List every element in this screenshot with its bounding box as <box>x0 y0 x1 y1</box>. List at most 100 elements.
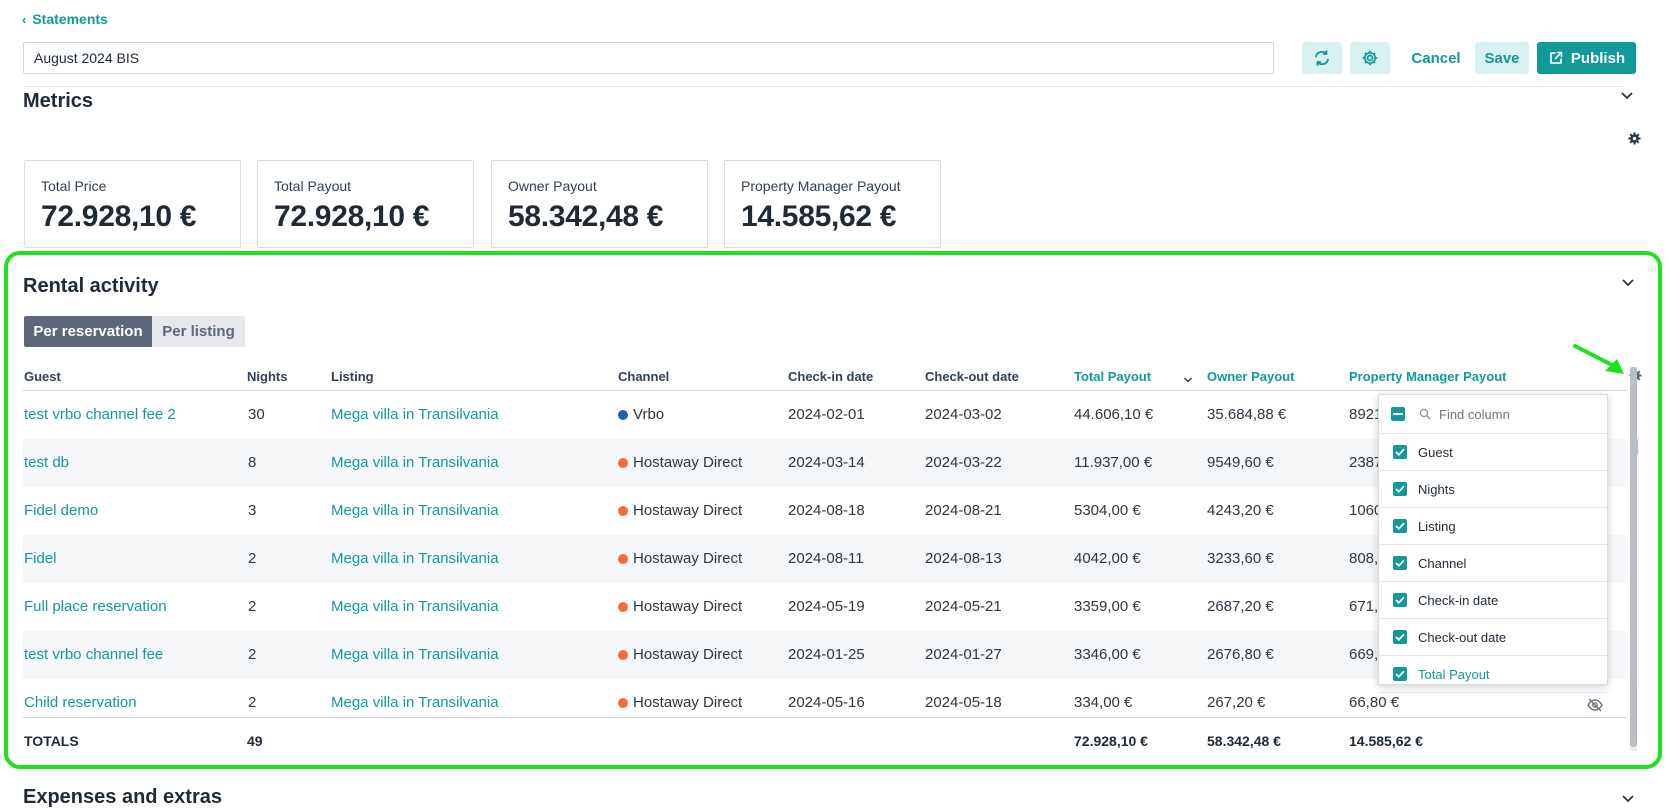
channel-dot-icon <box>618 602 628 612</box>
channel-label: Hostaway Direct <box>633 598 743 615</box>
check-icon <box>1395 485 1405 493</box>
eye-off-icon[interactable] <box>1587 698 1603 717</box>
table-row <box>23 535 1626 583</box>
col-header-total-payout[interactable]: Total Payout <box>1074 369 1152 384</box>
checkbox[interactable] <box>1393 556 1407 570</box>
cell-guest[interactable]: Child reservation <box>24 694 137 711</box>
search-icon <box>1419 408 1431 420</box>
check-icon <box>1395 559 1405 567</box>
cell-checkout: 2024-05-21 <box>925 598 1002 615</box>
sort-chevron-icon[interactable] <box>1183 371 1193 389</box>
checkbox[interactable] <box>1393 630 1407 644</box>
chevron-left-icon: ‹ <box>22 11 27 27</box>
page-scroll-thumb[interactable] <box>1630 367 1637 747</box>
table-row <box>23 439 1626 487</box>
cell-listing[interactable]: Mega villa in Transilvania <box>331 406 499 423</box>
col-header-nights[interactable]: Nights <box>247 369 288 384</box>
checkbox[interactable] <box>1393 519 1407 533</box>
col-header-listing[interactable]: Listing <box>331 369 374 384</box>
cell-checkin: 2024-08-11 <box>788 550 864 567</box>
cell-nights: 3 <box>248 502 257 519</box>
cell-listing[interactable]: Mega villa in Transilvania <box>331 502 499 519</box>
column-picker-item[interactable]: Guest <box>1379 434 1607 471</box>
checkbox[interactable] <box>1393 482 1407 496</box>
column-picker-item[interactable]: Nights <box>1379 471 1607 508</box>
cell-guest[interactable]: test vrbo channel fee <box>24 646 164 663</box>
cell-guest[interactable]: Full place reservation <box>24 598 167 615</box>
statement-title-input[interactable] <box>23 42 1274 74</box>
col-header-pm-payout[interactable]: Property Manager Payout <box>1349 369 1507 384</box>
channel-label: Vrbo <box>633 406 665 423</box>
cell-total-payout: 5304,00 € <box>1074 502 1141 519</box>
column-picker-item[interactable]: Check-in date <box>1379 582 1607 619</box>
header-divider <box>23 86 1623 87</box>
col-header-checkin[interactable]: Check-in date <box>788 369 874 384</box>
cell-total-payout: 11.937,00 € <box>1074 454 1153 471</box>
cell-channel: Vrbo <box>618 406 664 423</box>
gear-icon <box>1362 50 1378 66</box>
chevron-down-icon[interactable] <box>1620 88 1634 104</box>
chevron-down-icon[interactable] <box>1621 275 1635 291</box>
cell-listing[interactable]: Mega villa in Transilvania <box>331 598 499 615</box>
metrics-settings-icon[interactable] <box>1628 132 1641 150</box>
cell-owner-payout: 4243,20 € <box>1207 502 1274 519</box>
cell-total-payout: 3346,00 € <box>1074 646 1141 663</box>
back-link[interactable]: ‹ Statements <box>22 11 108 27</box>
cancel-button[interactable]: Cancel <box>1411 49 1461 67</box>
cell-checkin: 2024-01-25 <box>788 646 865 663</box>
totals-rule <box>23 717 1626 718</box>
column-picker-item[interactable]: Listing <box>1379 508 1607 545</box>
col-header-channel[interactable]: Channel <box>618 369 670 384</box>
col-header-checkout[interactable]: Check-out date <box>925 369 1019 384</box>
publish-button[interactable]: Publish <box>1537 42 1636 74</box>
cell-listing[interactable]: Mega villa in Transilvania <box>331 694 499 711</box>
settings-button[interactable] <box>1350 42 1390 74</box>
save-button[interactable]: Save <box>1475 42 1529 74</box>
cell-guest[interactable]: Fidel demo <box>24 502 99 519</box>
select-all-checkbox[interactable] <box>1391 407 1405 421</box>
cell-guest[interactable]: test vrbo channel fee 2 <box>24 406 176 423</box>
cell-total-payout: 4042,00 € <box>1074 550 1141 567</box>
metric-value: 72.928,10 € <box>274 200 430 233</box>
column-picker-item[interactable]: Channel <box>1379 545 1607 582</box>
checkbox[interactable] <box>1393 667 1407 681</box>
toggle-per-listing[interactable]: Per listing <box>152 316 245 347</box>
metric-value: 58.342,48 € <box>508 200 664 233</box>
metric-label: Total Price <box>41 178 107 194</box>
col-header-owner-payout[interactable]: Owner Payout <box>1207 369 1295 384</box>
page-scrollbar[interactable] <box>1630 367 1637 751</box>
cell-listing[interactable]: Mega villa in Transilvania <box>331 550 499 567</box>
checkbox[interactable] <box>1393 593 1407 607</box>
column-picker-label: Check-in date <box>1418 592 1499 608</box>
cell-total-payout: 3359,00 € <box>1074 598 1141 615</box>
column-picker-label: Total Payout <box>1418 666 1490 682</box>
check-icon <box>1395 522 1405 530</box>
channel-dot-icon <box>618 458 628 468</box>
cell-checkout: 2024-03-22 <box>925 454 1002 471</box>
check-icon <box>1395 596 1405 604</box>
column-picker-item[interactable]: Check-out date <box>1379 619 1607 656</box>
cell-owner-payout: 35.684,88 € <box>1207 406 1287 423</box>
cell-owner-payout: 2687,20 € <box>1207 598 1274 615</box>
check-icon <box>1395 670 1405 678</box>
channel-dot-icon <box>618 410 628 420</box>
find-column-input[interactable] <box>1439 406 1589 422</box>
cell-listing[interactable]: Mega villa in Transilvania <box>331 646 499 663</box>
toggle-per-reservation[interactable]: Per reservation <box>24 316 152 347</box>
cell-listing[interactable]: Mega villa in Transilvania <box>331 454 499 471</box>
channel-dot-icon <box>618 698 628 708</box>
cell-guest[interactable]: test db <box>24 454 70 471</box>
check-icon <box>1395 448 1405 456</box>
col-header-guest[interactable]: Guest <box>24 369 61 384</box>
column-picker-item[interactable]: Total Payout <box>1379 656 1607 693</box>
cell-guest[interactable]: Fidel <box>24 550 57 567</box>
metric-card-total-payout: Total Payout 72.928,10 € <box>257 160 474 248</box>
chevron-down-icon[interactable] <box>1621 791 1635 807</box>
view-toggle: Per reservation Per listing <box>24 316 245 347</box>
checkbox[interactable] <box>1393 445 1407 459</box>
metric-value: 14.585,62 € <box>741 200 897 233</box>
totals-owner-payout: 58.342,48 € <box>1207 733 1281 749</box>
rental-activity-title: Rental activity <box>23 275 159 297</box>
refresh-button[interactable] <box>1302 42 1342 74</box>
cell-channel: Hostaway Direct <box>618 502 742 519</box>
